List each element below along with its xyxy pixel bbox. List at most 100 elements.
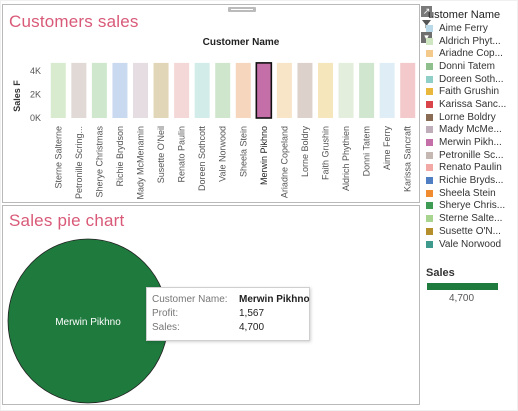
legend-item[interactable]: Sherye Chris... <box>426 200 518 213</box>
bar[interactable] <box>359 62 375 118</box>
x-tick-label: Sheela Stein <box>238 126 248 177</box>
bar[interactable] <box>318 62 333 118</box>
legend-label: Mady McMe... <box>439 124 502 136</box>
bar[interactable] <box>194 62 210 118</box>
size-legend-swatch <box>427 283 498 290</box>
legend-label: Richie Bryds... <box>439 175 504 187</box>
legend-swatch <box>426 215 433 223</box>
legend-label: Merwin Pikh... <box>439 137 502 149</box>
x-tick-label: Mady McMenamin <box>136 126 146 200</box>
x-tick-label: Donni Tatem <box>362 126 372 176</box>
legend-item[interactable]: Donni Tatem <box>426 60 518 73</box>
column-header: Customer Name <box>203 37 280 48</box>
bar[interactable] <box>174 62 190 118</box>
bar-chart-title: Customers sales <box>9 12 139 31</box>
bar[interactable] <box>379 62 395 118</box>
legend-swatch <box>426 50 433 58</box>
x-tick-label: Sterne Salterne <box>53 126 63 189</box>
bar[interactable] <box>400 62 416 118</box>
bar[interactable] <box>338 62 354 118</box>
legend-item[interactable]: Renato Paulin <box>426 162 518 175</box>
legend-item[interactable]: Petronille Sc... <box>426 149 518 162</box>
bar[interactable] <box>297 62 313 118</box>
legend-item[interactable]: Merwin Pikh... <box>426 136 518 149</box>
legend-label: Sheela Stein <box>439 187 496 199</box>
legend-item[interactable]: Sterne Salte... <box>426 212 518 225</box>
x-tick-label: Aime Ferry <box>382 126 392 171</box>
filter-icon[interactable] <box>421 19 432 30</box>
size-legend-value: 4,700 <box>449 293 475 304</box>
legend-item[interactable]: Mady McMe... <box>426 124 518 137</box>
bar[interactable] <box>153 62 169 118</box>
legend-label: Sherye Chris... <box>439 200 506 212</box>
legend-swatch <box>426 164 433 172</box>
resize-grip[interactable] <box>228 7 256 12</box>
legend-item[interactable]: Susette O'N... <box>426 225 518 238</box>
legend-item[interactable]: Lorne Boldry <box>426 111 518 124</box>
x-tick-label: Susette O'Neil <box>156 126 166 183</box>
pie-chart-title: Sales pie chart <box>9 211 125 230</box>
legend-label: Sterne Salte... <box>439 213 503 225</box>
bar[interactable] <box>91 62 107 118</box>
pie-chart-sheet[interactable]: Sales pie chart Merwin Pikhno Customer N… <box>2 205 420 405</box>
bar[interactable] <box>255 62 273 119</box>
bar[interactable] <box>71 62 87 118</box>
legend-label: Petronille Sc... <box>439 149 504 161</box>
legend-swatch <box>426 126 433 134</box>
legend-item[interactable]: Faith Grushin <box>426 85 518 98</box>
x-tick-label: Ariadne Copeland <box>279 126 289 198</box>
legend-swatch <box>426 113 433 121</box>
legend-label: Karissa Sanc... <box>439 98 507 110</box>
x-tick-label: Karissa Sancraft <box>403 126 413 193</box>
legend-swatch <box>426 177 433 185</box>
legend-label: Ariadne Cop... <box>439 48 503 60</box>
legend-item[interactable]: Doreen Soth... <box>426 73 518 86</box>
x-tick-label: Renato Paulin <box>177 126 187 183</box>
bar-chart-sheet[interactable]: Customers sales Customer Name Sales F 0K… <box>2 4 420 203</box>
legend-item[interactable]: Karissa Sanc... <box>426 98 518 111</box>
bar[interactable] <box>112 62 128 118</box>
x-tick-label: Sherye Christmas <box>94 126 104 198</box>
legend-label: Aime Ferry <box>439 22 488 34</box>
legend-item[interactable]: Richie Bryds... <box>426 174 518 187</box>
x-tick-label: Aldrich Phythien <box>341 126 351 191</box>
pie-slice-label: Merwin Pikhno <box>55 317 121 328</box>
tooltip-value: 1,567 <box>239 308 265 319</box>
legend-swatch <box>426 151 433 159</box>
y-tick-label: 2K <box>30 90 41 100</box>
legend-title: ustomer Name <box>428 9 501 21</box>
legend-swatch <box>426 189 433 197</box>
bar-chart[interactable]: Customer Name Sales F 0K 2K 4K Sterne Salte… <box>3 5 419 202</box>
legend-label: Donni Tatem <box>439 60 495 72</box>
dropdown-icon[interactable]: ▾ <box>421 32 432 43</box>
legend-label: Vale Norwood <box>439 238 502 250</box>
expand-icon[interactable]: ↗ <box>421 6 432 17</box>
legend-swatch <box>426 139 433 147</box>
x-tick-label: Petronille Scring... <box>74 126 84 199</box>
legend-item[interactable]: Aldrich Phyt... <box>426 35 518 48</box>
legend-label: Susette O'N... <box>439 225 501 237</box>
y-axis-label: Sales F <box>12 80 22 112</box>
legend-item[interactable]: Vale Norwood <box>426 238 518 251</box>
tooltip-value: Merwin Pikhno <box>239 294 310 305</box>
legend-swatch <box>426 202 433 210</box>
bar[interactable] <box>133 62 148 118</box>
legend-swatch <box>426 62 433 70</box>
bar[interactable] <box>235 62 251 118</box>
legend-item[interactable]: Sheela Stein <box>426 187 518 200</box>
legend-item[interactable]: Ariadne Cop... <box>426 47 518 60</box>
x-tick-label: Vale Norwood <box>218 126 228 182</box>
legend-swatch <box>426 240 433 248</box>
bar[interactable] <box>50 62 66 118</box>
legend-item[interactable]: Aime Ferry <box>426 22 518 35</box>
y-tick-label: 0K <box>30 113 41 123</box>
bar[interactable] <box>215 62 231 118</box>
x-tick-label: Doreen Sothcott <box>197 126 207 192</box>
x-tick-label: Richie Brydson <box>115 126 125 187</box>
sheet-toolbar: ↗ ▾ <box>421 6 432 45</box>
legend-label: Faith Grushin <box>439 86 500 98</box>
x-tick-label: Lorne Boldry <box>300 126 310 178</box>
tooltip-value: 4,700 <box>239 322 265 333</box>
tooltip: Customer Name: Merwin Pikhno Profit: 1,5… <box>146 287 310 341</box>
bar[interactable] <box>276 62 292 118</box>
